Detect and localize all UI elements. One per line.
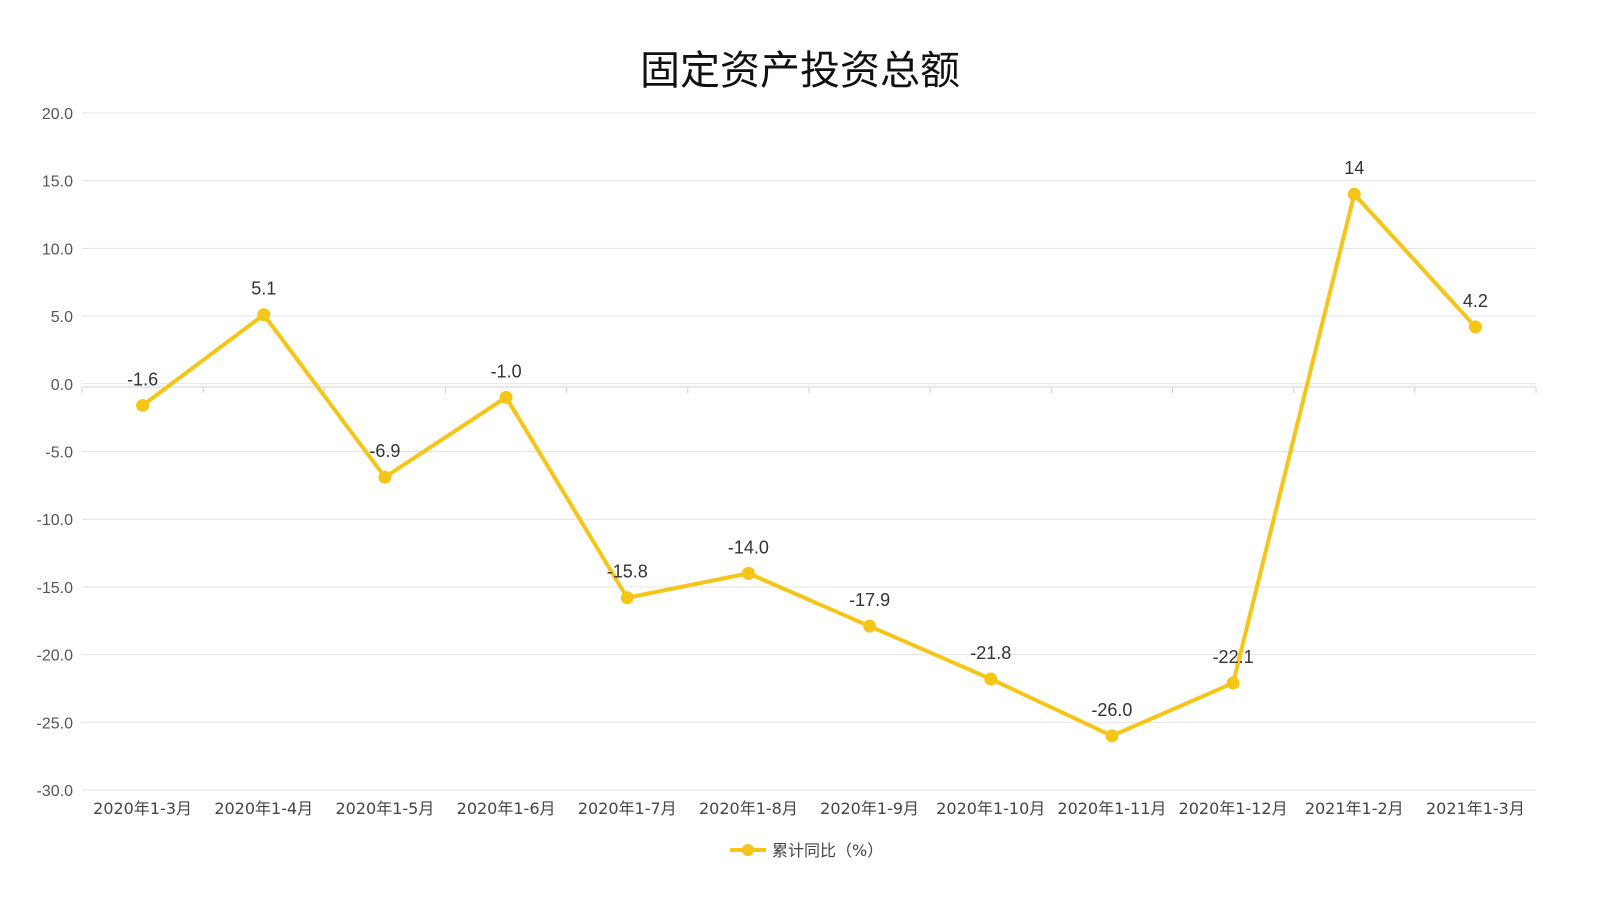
- y-tick-label: -30.0: [37, 783, 74, 800]
- data-labels: -1.6 5.1 -6.9 -1.0 -15.8 -14.0 -17.9 -21.8 -26.0…: [127, 158, 1488, 720]
- y-tick-label: 0.0: [51, 377, 73, 394]
- y-tick-label: 5.0: [51, 309, 73, 326]
- y-tick-label: -25.0: [37, 715, 74, 732]
- data-point[interactable]: [1347, 187, 1361, 201]
- data-point[interactable]: [136, 398, 150, 412]
- data-label: 4.2: [1463, 291, 1488, 311]
- y-tick-label: 15.0: [42, 174, 73, 191]
- x-tick-label: 2020年1-5月: [335, 799, 434, 818]
- gridlines: [82, 112, 1536, 791]
- y-axis-ticks: 20.0 15.0 10.0 5.0 0.0 -5.0 -10.0 -15.0 -20.0 -25…: [37, 106, 74, 800]
- data-point[interactable]: [863, 619, 877, 633]
- data-point[interactable]: [620, 591, 634, 605]
- y-tick-label: -15.0: [37, 580, 74, 597]
- data-label: -1.0: [491, 361, 522, 381]
- x-axis-ticks: 2020年1-3月 2020年1-4月 2020年1-5月 2020年1-6月 2020…: [93, 799, 1525, 818]
- data-point[interactable]: [984, 672, 998, 686]
- x-tick-label: 2020年1-3月: [93, 799, 192, 818]
- data-point[interactable]: [741, 566, 755, 580]
- data-label: -17.9: [849, 590, 890, 610]
- chart-title: 固定资产投资总额: [640, 48, 960, 94]
- y-tick-label: -20.0: [37, 648, 74, 665]
- y-tick-label: -10.0: [37, 512, 74, 529]
- data-point[interactable]: [1226, 676, 1240, 690]
- legend-label: 累计同比（%）: [772, 841, 883, 860]
- series-line: [141, 192, 1477, 738]
- y-tick-label: 10.0: [42, 241, 73, 258]
- data-label: -21.8: [970, 643, 1011, 663]
- x-tick-label: 2020年1-10月: [936, 799, 1045, 818]
- data-label: -14.0: [728, 537, 769, 557]
- data-point[interactable]: [499, 390, 513, 404]
- data-label: -6.9: [369, 441, 400, 461]
- x-tick-label: 2021年1-2月: [1305, 799, 1404, 818]
- data-point[interactable]: [1468, 320, 1482, 334]
- legend[interactable]: 累计同比（%）: [730, 841, 883, 860]
- data-label: 14: [1344, 158, 1364, 178]
- data-label: -1.6: [127, 369, 158, 389]
- x-tick-label: 2020年1-12月: [1179, 799, 1288, 818]
- legend-marker-icon: [742, 844, 754, 856]
- x-tick-label: 2020年1-4月: [214, 799, 313, 818]
- data-point[interactable]: [257, 308, 271, 322]
- x-tick-label: 2020年1-8月: [699, 799, 798, 818]
- data-label: -22.1: [1213, 647, 1254, 667]
- y-tick-label: -5.0: [45, 445, 73, 462]
- data-point[interactable]: [1105, 729, 1119, 743]
- x-tick-label: 2020年1-9月: [820, 799, 919, 818]
- series-layer: [136, 187, 1482, 743]
- x-tick-label: 2020年1-11月: [1057, 799, 1166, 818]
- x-tick-label: 2020年1-6月: [457, 799, 556, 818]
- x-tick-label: 2021年1-3月: [1426, 799, 1525, 818]
- x-axis: [81, 386, 1537, 393]
- y-tick-label: 20.0: [42, 106, 73, 123]
- data-label: -15.8: [607, 562, 648, 582]
- data-label: 5.1: [251, 279, 276, 299]
- x-tick-label: 2020年1-7月: [578, 799, 677, 818]
- data-label: -26.0: [1091, 700, 1132, 720]
- data-point[interactable]: [378, 470, 392, 484]
